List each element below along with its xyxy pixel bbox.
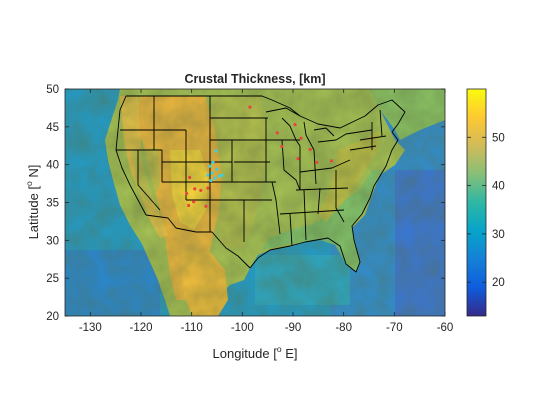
map-title: Crustal Thickness, [km] bbox=[184, 72, 325, 86]
station-marker-8 bbox=[214, 149, 218, 153]
x-tick-label-3: -100 bbox=[231, 322, 254, 334]
x-axis-label: Longitude [o E] bbox=[213, 344, 298, 361]
y-tick-label-6: 50 bbox=[46, 84, 59, 96]
station-marker-1 bbox=[208, 164, 212, 168]
map-axes bbox=[65, 89, 445, 316]
station-marker-9 bbox=[209, 178, 213, 183]
x-axis-label-suffix: E] bbox=[282, 346, 298, 361]
station-marker-21 bbox=[185, 191, 189, 196]
colorbar: 20 30 40 50 bbox=[466, 88, 505, 317]
terrain-texture bbox=[65, 89, 445, 316]
station-marker-17 bbox=[308, 147, 312, 152]
colorbar-gradient bbox=[467, 89, 486, 316]
state-borders bbox=[115, 95, 406, 273]
station-marker-23 bbox=[192, 200, 196, 204]
colorbar-ticks: 20 30 40 50 bbox=[467, 132, 505, 289]
colorbar-tick-label-2: 40 bbox=[492, 181, 505, 193]
colorbar-tick-label-1: 30 bbox=[492, 229, 505, 241]
us-mexico-border bbox=[145, 214, 251, 269]
x-axis-label-prefix: Longitude [ bbox=[213, 346, 278, 361]
state-lines-east bbox=[266, 109, 387, 247]
x-tick-label-7: -60 bbox=[437, 322, 454, 334]
x-tick-label-2: -110 bbox=[181, 322, 203, 334]
station-marker-20 bbox=[193, 187, 197, 191]
west-coast bbox=[115, 95, 147, 216]
station-marker-6 bbox=[206, 173, 210, 177]
x-axis-ticks: -130 -120 -110 -100 -90 -80 -70 -60 bbox=[79, 89, 453, 334]
station-marker-26 bbox=[187, 203, 191, 208]
station-marker-11 bbox=[275, 131, 279, 135]
station-marker-4 bbox=[217, 174, 221, 178]
great-lakes bbox=[265, 107, 347, 151]
y-axis-label: Latitude [o N] bbox=[24, 165, 41, 240]
y-tick-label-0: 20 bbox=[46, 311, 59, 323]
station-marker-3 bbox=[210, 171, 214, 175]
station-marker-12 bbox=[293, 122, 297, 127]
station-marker-18 bbox=[329, 159, 334, 163]
y-axis-label-degree: o bbox=[24, 181, 34, 186]
colorbar-tick-label-0: 20 bbox=[492, 277, 505, 289]
station-marker-2 bbox=[215, 167, 219, 171]
gulf-atlantic-coast bbox=[249, 131, 399, 273]
y-axis-label-prefix: Latitude [ bbox=[26, 186, 41, 240]
y-tick-label-5: 45 bbox=[46, 122, 59, 134]
station-marker-16 bbox=[315, 160, 319, 164]
colorbar-box bbox=[466, 88, 487, 317]
state-lines-west bbox=[116, 96, 236, 232]
colorbar-tick-label-3: 50 bbox=[492, 132, 505, 144]
x-tick-label-5: -80 bbox=[335, 322, 352, 334]
station-markers bbox=[185, 105, 334, 208]
station-marker-13 bbox=[299, 136, 303, 140]
station-marker-22 bbox=[199, 188, 203, 192]
y-tick-label-1: 25 bbox=[46, 273, 59, 285]
station-marker-24 bbox=[206, 186, 210, 190]
station-marker-5 bbox=[213, 176, 217, 180]
y-tick-label-3: 35 bbox=[46, 198, 59, 210]
x-tick-label-0: -130 bbox=[79, 322, 102, 334]
x-tick-label-1: -120 bbox=[129, 322, 152, 334]
y-tick-label-4: 40 bbox=[46, 160, 59, 172]
y-axis-label-suffix: N] bbox=[26, 165, 41, 182]
station-marker-10 bbox=[248, 105, 252, 109]
station-marker-25 bbox=[204, 204, 208, 208]
x-axis-label-degree: o bbox=[277, 344, 282, 354]
y-tick-label-2: 30 bbox=[46, 235, 59, 247]
international-border bbox=[126, 95, 406, 133]
station-marker-7 bbox=[220, 173, 224, 177]
state-lines-central bbox=[210, 117, 281, 242]
station-marker-15 bbox=[296, 157, 300, 161]
station-marker-19 bbox=[188, 175, 192, 180]
x-tick-label-6: -70 bbox=[386, 322, 403, 334]
y-axis-ticks: 20 25 30 35 40 45 50 bbox=[46, 84, 445, 323]
station-marker-0 bbox=[211, 160, 215, 164]
x-tick-label-4: -90 bbox=[285, 322, 302, 334]
station-marker-14 bbox=[280, 144, 284, 149]
